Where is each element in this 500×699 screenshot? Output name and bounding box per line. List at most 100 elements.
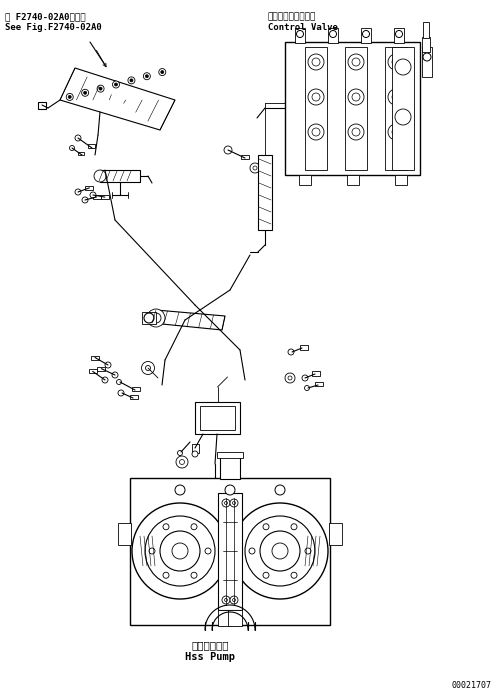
Circle shape (288, 376, 292, 380)
Circle shape (352, 93, 360, 101)
Circle shape (105, 362, 111, 368)
Bar (347, 175, 359, 185)
Circle shape (232, 501, 235, 505)
Circle shape (163, 524, 169, 530)
Bar (300, 345, 308, 350)
Bar (200, 406, 235, 430)
Bar (228, 610, 242, 626)
Circle shape (68, 96, 71, 99)
Circle shape (142, 361, 154, 375)
Text: See Fig.F2740-02A0: See Fig.F2740-02A0 (5, 23, 102, 32)
Circle shape (396, 31, 402, 38)
Bar (422, 37, 430, 52)
Circle shape (191, 524, 197, 530)
Circle shape (232, 598, 235, 602)
Bar (305, 47, 327, 170)
Circle shape (82, 197, 88, 203)
Circle shape (82, 89, 88, 96)
Bar (394, 28, 404, 43)
Bar (315, 382, 323, 386)
Text: ＨＳＳポンプ: ＨＳＳポンプ (191, 640, 229, 650)
Bar (217, 452, 243, 458)
Bar (88, 144, 95, 148)
Bar (241, 155, 249, 159)
Circle shape (128, 77, 135, 84)
Text: Hss Pump: Hss Pump (185, 652, 235, 662)
Circle shape (263, 572, 269, 578)
Circle shape (302, 375, 308, 381)
Circle shape (116, 380, 121, 384)
Circle shape (392, 128, 400, 136)
Circle shape (392, 93, 400, 101)
Circle shape (84, 92, 86, 94)
Circle shape (249, 548, 255, 554)
Circle shape (224, 501, 228, 505)
Circle shape (312, 93, 320, 101)
Circle shape (112, 372, 118, 378)
Polygon shape (60, 68, 175, 130)
Circle shape (144, 73, 150, 80)
Circle shape (191, 572, 197, 578)
Circle shape (130, 79, 133, 82)
Circle shape (263, 524, 269, 530)
Bar (132, 387, 140, 391)
Bar (88, 369, 96, 373)
Bar (98, 367, 106, 370)
Bar (101, 195, 109, 199)
Circle shape (232, 503, 328, 599)
Circle shape (163, 572, 169, 578)
Circle shape (114, 83, 117, 86)
Circle shape (348, 89, 364, 105)
Circle shape (395, 59, 411, 75)
Bar (392, 47, 414, 170)
Bar (328, 28, 338, 43)
Text: コントロールバルブ: コントロールバルブ (268, 12, 316, 21)
Bar (78, 152, 84, 155)
Circle shape (149, 548, 155, 554)
Circle shape (112, 81, 119, 88)
Bar (385, 47, 407, 170)
Circle shape (423, 53, 431, 61)
Circle shape (222, 596, 230, 604)
Circle shape (66, 94, 73, 101)
Circle shape (146, 75, 148, 78)
Circle shape (388, 89, 404, 105)
Circle shape (260, 531, 300, 571)
Bar (361, 28, 371, 43)
Circle shape (312, 58, 320, 66)
Circle shape (159, 69, 166, 75)
Circle shape (102, 377, 108, 383)
Circle shape (348, 124, 364, 140)
Bar (130, 478, 330, 625)
Bar (220, 456, 240, 479)
Circle shape (151, 313, 161, 323)
Bar (218, 493, 242, 610)
Circle shape (172, 543, 188, 559)
Circle shape (94, 170, 106, 182)
Circle shape (291, 572, 297, 578)
Circle shape (225, 485, 235, 495)
Bar (258, 155, 272, 230)
Circle shape (175, 485, 185, 495)
Bar (92, 195, 100, 199)
Bar (395, 175, 407, 185)
Circle shape (352, 58, 360, 66)
Circle shape (99, 87, 102, 90)
Circle shape (291, 524, 297, 530)
Circle shape (304, 386, 310, 391)
Circle shape (205, 548, 211, 554)
Circle shape (312, 128, 320, 136)
Circle shape (388, 124, 404, 140)
Bar (91, 356, 99, 359)
Circle shape (145, 516, 215, 586)
Bar (423, 22, 429, 38)
Circle shape (288, 349, 294, 355)
Text: 第 F2740-02A0図参照: 第 F2740-02A0図参照 (5, 12, 86, 21)
Circle shape (224, 146, 232, 154)
Circle shape (146, 366, 150, 370)
Circle shape (160, 531, 200, 571)
Circle shape (180, 459, 184, 465)
Circle shape (250, 163, 260, 173)
Circle shape (308, 89, 324, 105)
Circle shape (245, 516, 315, 586)
